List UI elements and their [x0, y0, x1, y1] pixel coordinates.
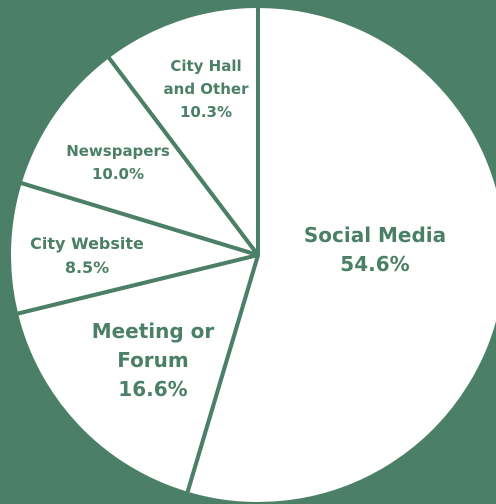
slice-value-label: 16.6% — [118, 377, 187, 401]
slice-label: Meeting or Forum — [92, 319, 215, 372]
slice-value-label: 10.3% — [180, 103, 232, 121]
slice-label: City Website — [30, 234, 144, 253]
label-line: Social Media — [304, 223, 446, 247]
label-line: Forum — [117, 348, 189, 372]
slice-label: Social Media — [304, 223, 446, 247]
slice-value-label: 10.0% — [92, 165, 144, 183]
label-line: City Hall — [170, 57, 241, 75]
pie-slice — [7, 180, 260, 316]
slice-value-label: 8.5% — [65, 258, 109, 277]
slice-label: Newspapers — [66, 142, 170, 160]
label-line: City Website — [30, 234, 144, 253]
label-line: and Other — [164, 80, 250, 98]
label-line: Newspapers — [66, 142, 170, 160]
pie-slice — [14, 253, 260, 496]
slice-value-label: 54.6% — [340, 252, 409, 276]
label-line: Meeting or — [92, 319, 215, 343]
pie-slice — [17, 54, 260, 257]
pie-slice — [185, 4, 496, 504]
slice-label: City Hall and Other — [164, 57, 250, 98]
pie-slice — [105, 4, 260, 257]
